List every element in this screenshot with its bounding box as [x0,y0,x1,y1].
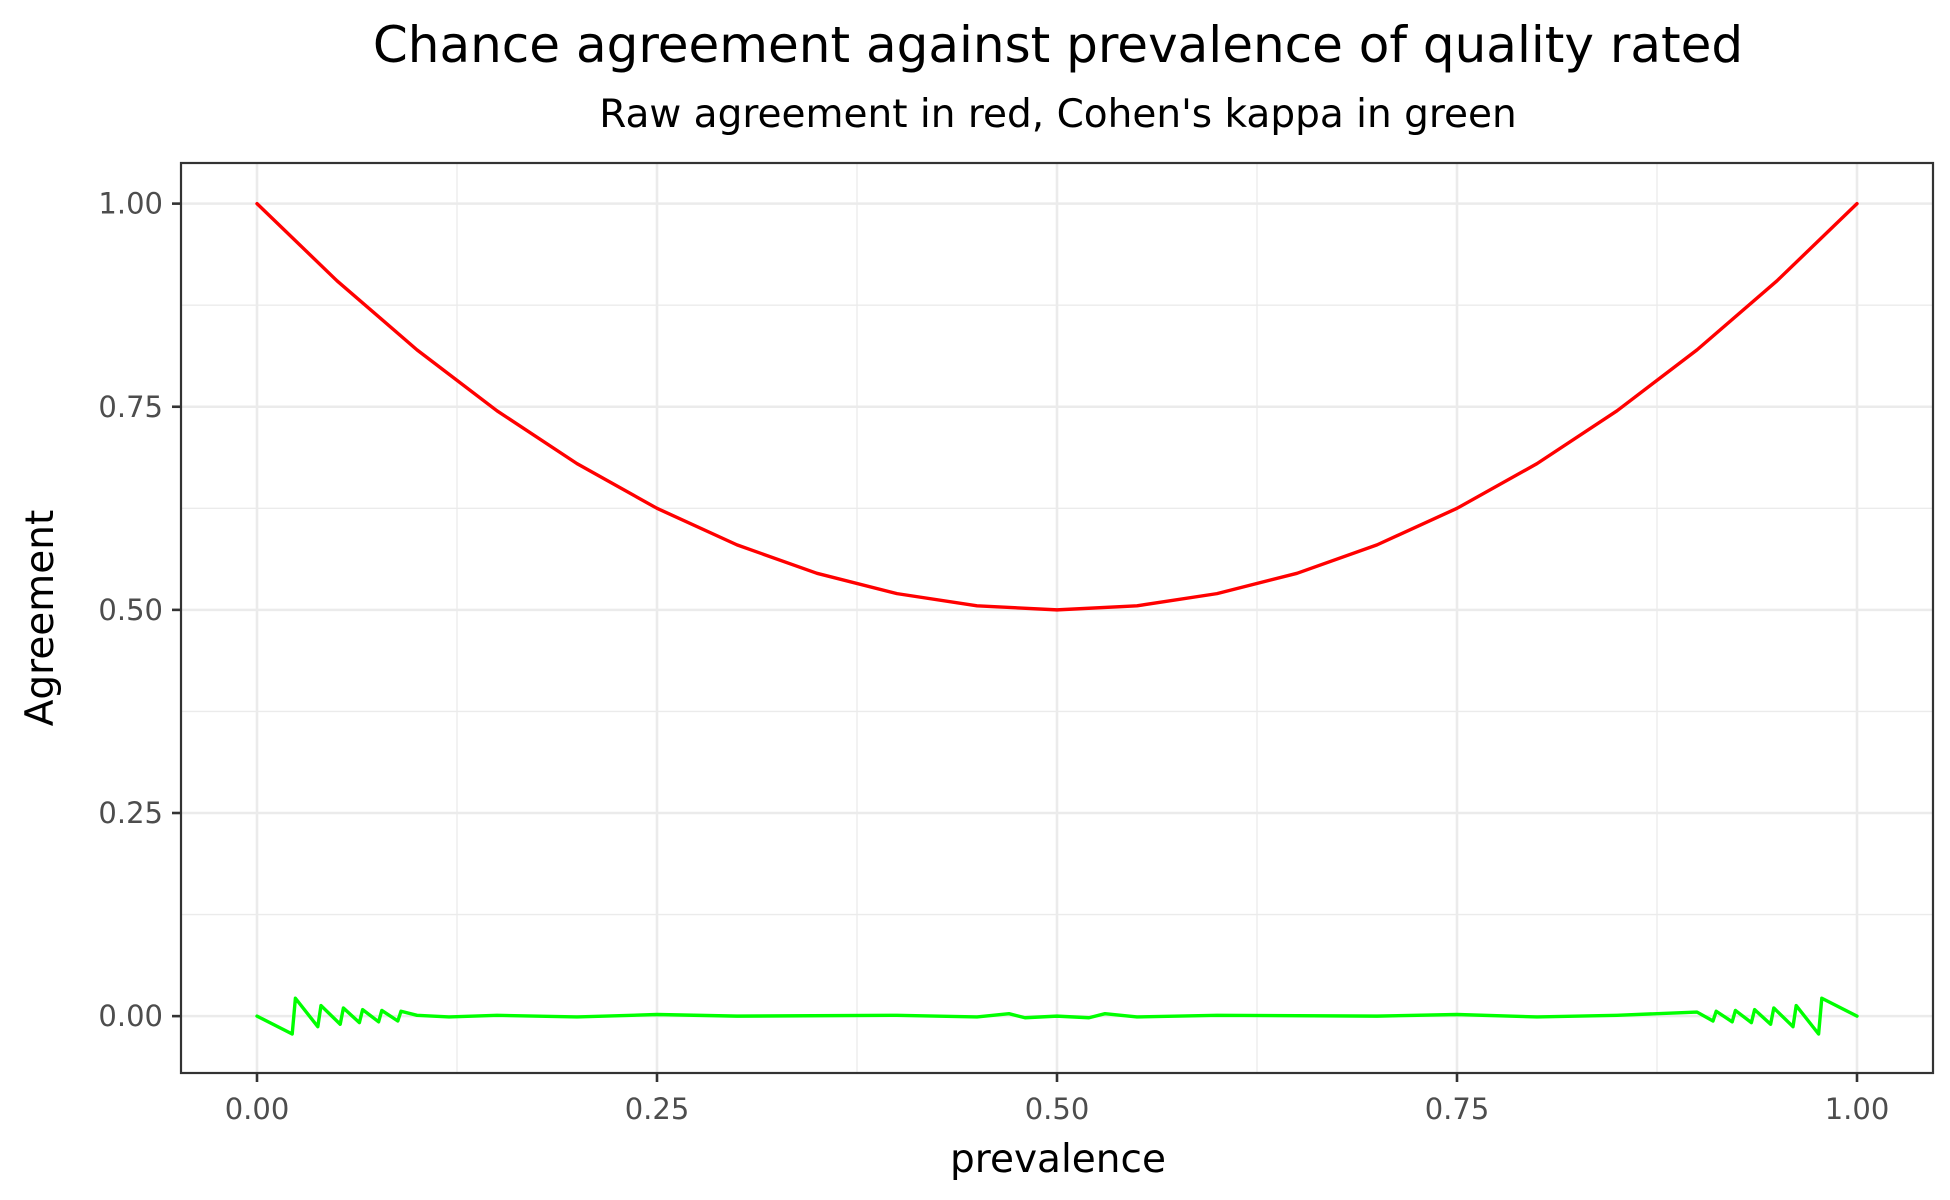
y-tick-label: 1.00 [98,187,163,221]
series-line-1 [255,201,1859,612]
y-tick-label: 0.50 [98,593,163,627]
y-axis-tick-labels: 0.00 0.25 0.50 0.75 1.00 [98,187,163,1034]
y-tick-label: 0.25 [98,796,163,830]
x-tick-label: 1.00 [1825,1092,1890,1126]
series-layer [255,201,1859,1036]
x-tick-label: 0.75 [1425,1092,1490,1126]
series-line-2 [255,996,1859,1036]
y-tick-label: 0.75 [98,390,163,424]
x-axis-title: prevalence [950,1137,1166,1182]
tick-layer [172,202,1859,1082]
y-axis-title: Agreement [18,510,63,727]
x-tick-label: 0.25 [625,1092,690,1126]
grid-layer [181,163,1933,1073]
x-tick-label: 0.00 [225,1092,290,1126]
x-tick-label: 0.50 [1025,1092,1090,1126]
y-tick-label: 0.00 [98,999,163,1033]
x-axis-tick-labels: 0.00 0.25 0.50 0.75 1.00 [225,1092,1890,1126]
chart-subtitle: Raw agreement in red, Cohen's kappa in g… [599,92,1516,137]
chart-title: Chance agreement against prevalence of q… [373,16,1743,74]
